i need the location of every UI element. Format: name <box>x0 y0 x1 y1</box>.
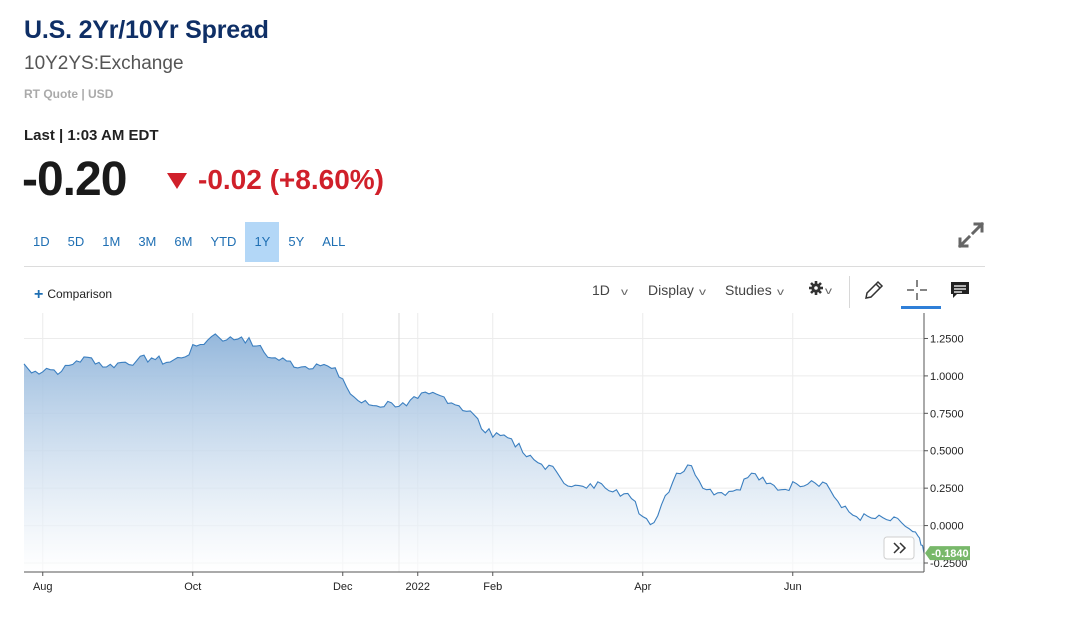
y-tick-label: 0.0000 <box>930 521 964 533</box>
pencil-icon[interactable] <box>862 278 886 302</box>
y-tick-label: -0.2500 <box>930 558 967 570</box>
y-tick-label: 1.0000 <box>930 371 964 383</box>
x-tick-label: Oct <box>184 581 201 593</box>
y-tick-label: 0.5000 <box>930 446 964 458</box>
chevron-down-icon: v <box>620 287 628 298</box>
range-1d-button[interactable]: 1D <box>33 234 50 249</box>
range-3m-button[interactable]: 3M <box>138 234 157 249</box>
scroll-latest-button[interactable] <box>883 536 915 560</box>
range-6m-button[interactable]: 6M <box>174 234 193 249</box>
studies-label: Studies <box>725 282 772 298</box>
y-tick-label: 1.2500 <box>930 333 964 345</box>
last-value-label: -0.1840 <box>931 548 968 560</box>
interval-dropdown[interactable]: 1D v <box>592 282 628 298</box>
area-layer <box>23 333 925 572</box>
settings-dropdown[interactable]: v <box>808 280 832 297</box>
down-arrow-icon <box>167 173 187 189</box>
x-tick-label: Apr <box>634 581 651 593</box>
page-title: U.S. 2Yr/10Yr Spread <box>24 16 269 44</box>
series-line <box>23 333 925 554</box>
quote-meta: RT Quote | USD <box>24 87 114 101</box>
active-tool-indicator <box>901 306 941 309</box>
symbol-label: 10Y2YS:Exchange <box>24 53 184 74</box>
range-1m-button[interactable]: 1M <box>102 234 121 249</box>
chevron-down-icon: v <box>698 287 706 298</box>
interval-label: 1D <box>592 282 610 298</box>
tick-labels: 1.2500 1.0000 0.7500 0.5000 0.2500 0.0000 -0.2… <box>33 333 967 593</box>
range-5y-button[interactable]: 5Y <box>288 234 305 249</box>
toolbar-divider <box>24 266 985 267</box>
last-value-badge <box>925 546 970 561</box>
x-tick-label: Aug <box>33 581 53 593</box>
studies-dropdown[interactable]: Studies v <box>725 282 784 298</box>
comment-icon[interactable] <box>948 278 972 302</box>
comparison-button[interactable]: + Comparison <box>34 285 112 303</box>
y-tick-label: 0.2500 <box>930 483 964 495</box>
range-1y-button[interactable]: 1Y <box>245 222 280 262</box>
axes <box>24 313 928 576</box>
display-label: Display <box>648 282 694 298</box>
crosshair-icon[interactable] <box>905 278 929 302</box>
x-tick-label: Feb <box>483 581 502 593</box>
x-tick-label: Dec <box>333 581 353 593</box>
toolbar-separator <box>849 276 850 308</box>
series-area-fill <box>24 334 924 572</box>
price-change: -0.02 (+8.60%) <box>198 164 384 195</box>
range-ytd-button[interactable]: YTD <box>210 234 237 249</box>
range-5d-button[interactable]: 5D <box>67 234 85 249</box>
chart-overlays: -0.1840 <box>883 536 970 561</box>
display-dropdown[interactable]: Display v <box>648 282 706 298</box>
x-tick-label: Jun <box>784 581 802 593</box>
gear-icon <box>809 281 823 295</box>
last-updated-label: Last | 1:03 AM EDT <box>24 127 159 144</box>
double-chevron-right-icon <box>893 542 907 554</box>
chevron-down-icon: v <box>776 287 784 298</box>
chevron-down-icon: v <box>825 286 832 297</box>
comparison-label: Comparison <box>47 287 113 301</box>
plus-icon: + <box>34 286 44 303</box>
expand-icon[interactable] <box>957 221 985 249</box>
y-tick-label: 0.7500 <box>930 408 964 420</box>
last-price: -0.20 <box>22 153 127 206</box>
range-selector: 1D 5D 1M 3M 6M YTD 1Y 5Y ALL <box>24 222 354 262</box>
x-tick-label: 2022 <box>406 581 430 593</box>
range-all-button[interactable]: ALL <box>322 234 346 249</box>
